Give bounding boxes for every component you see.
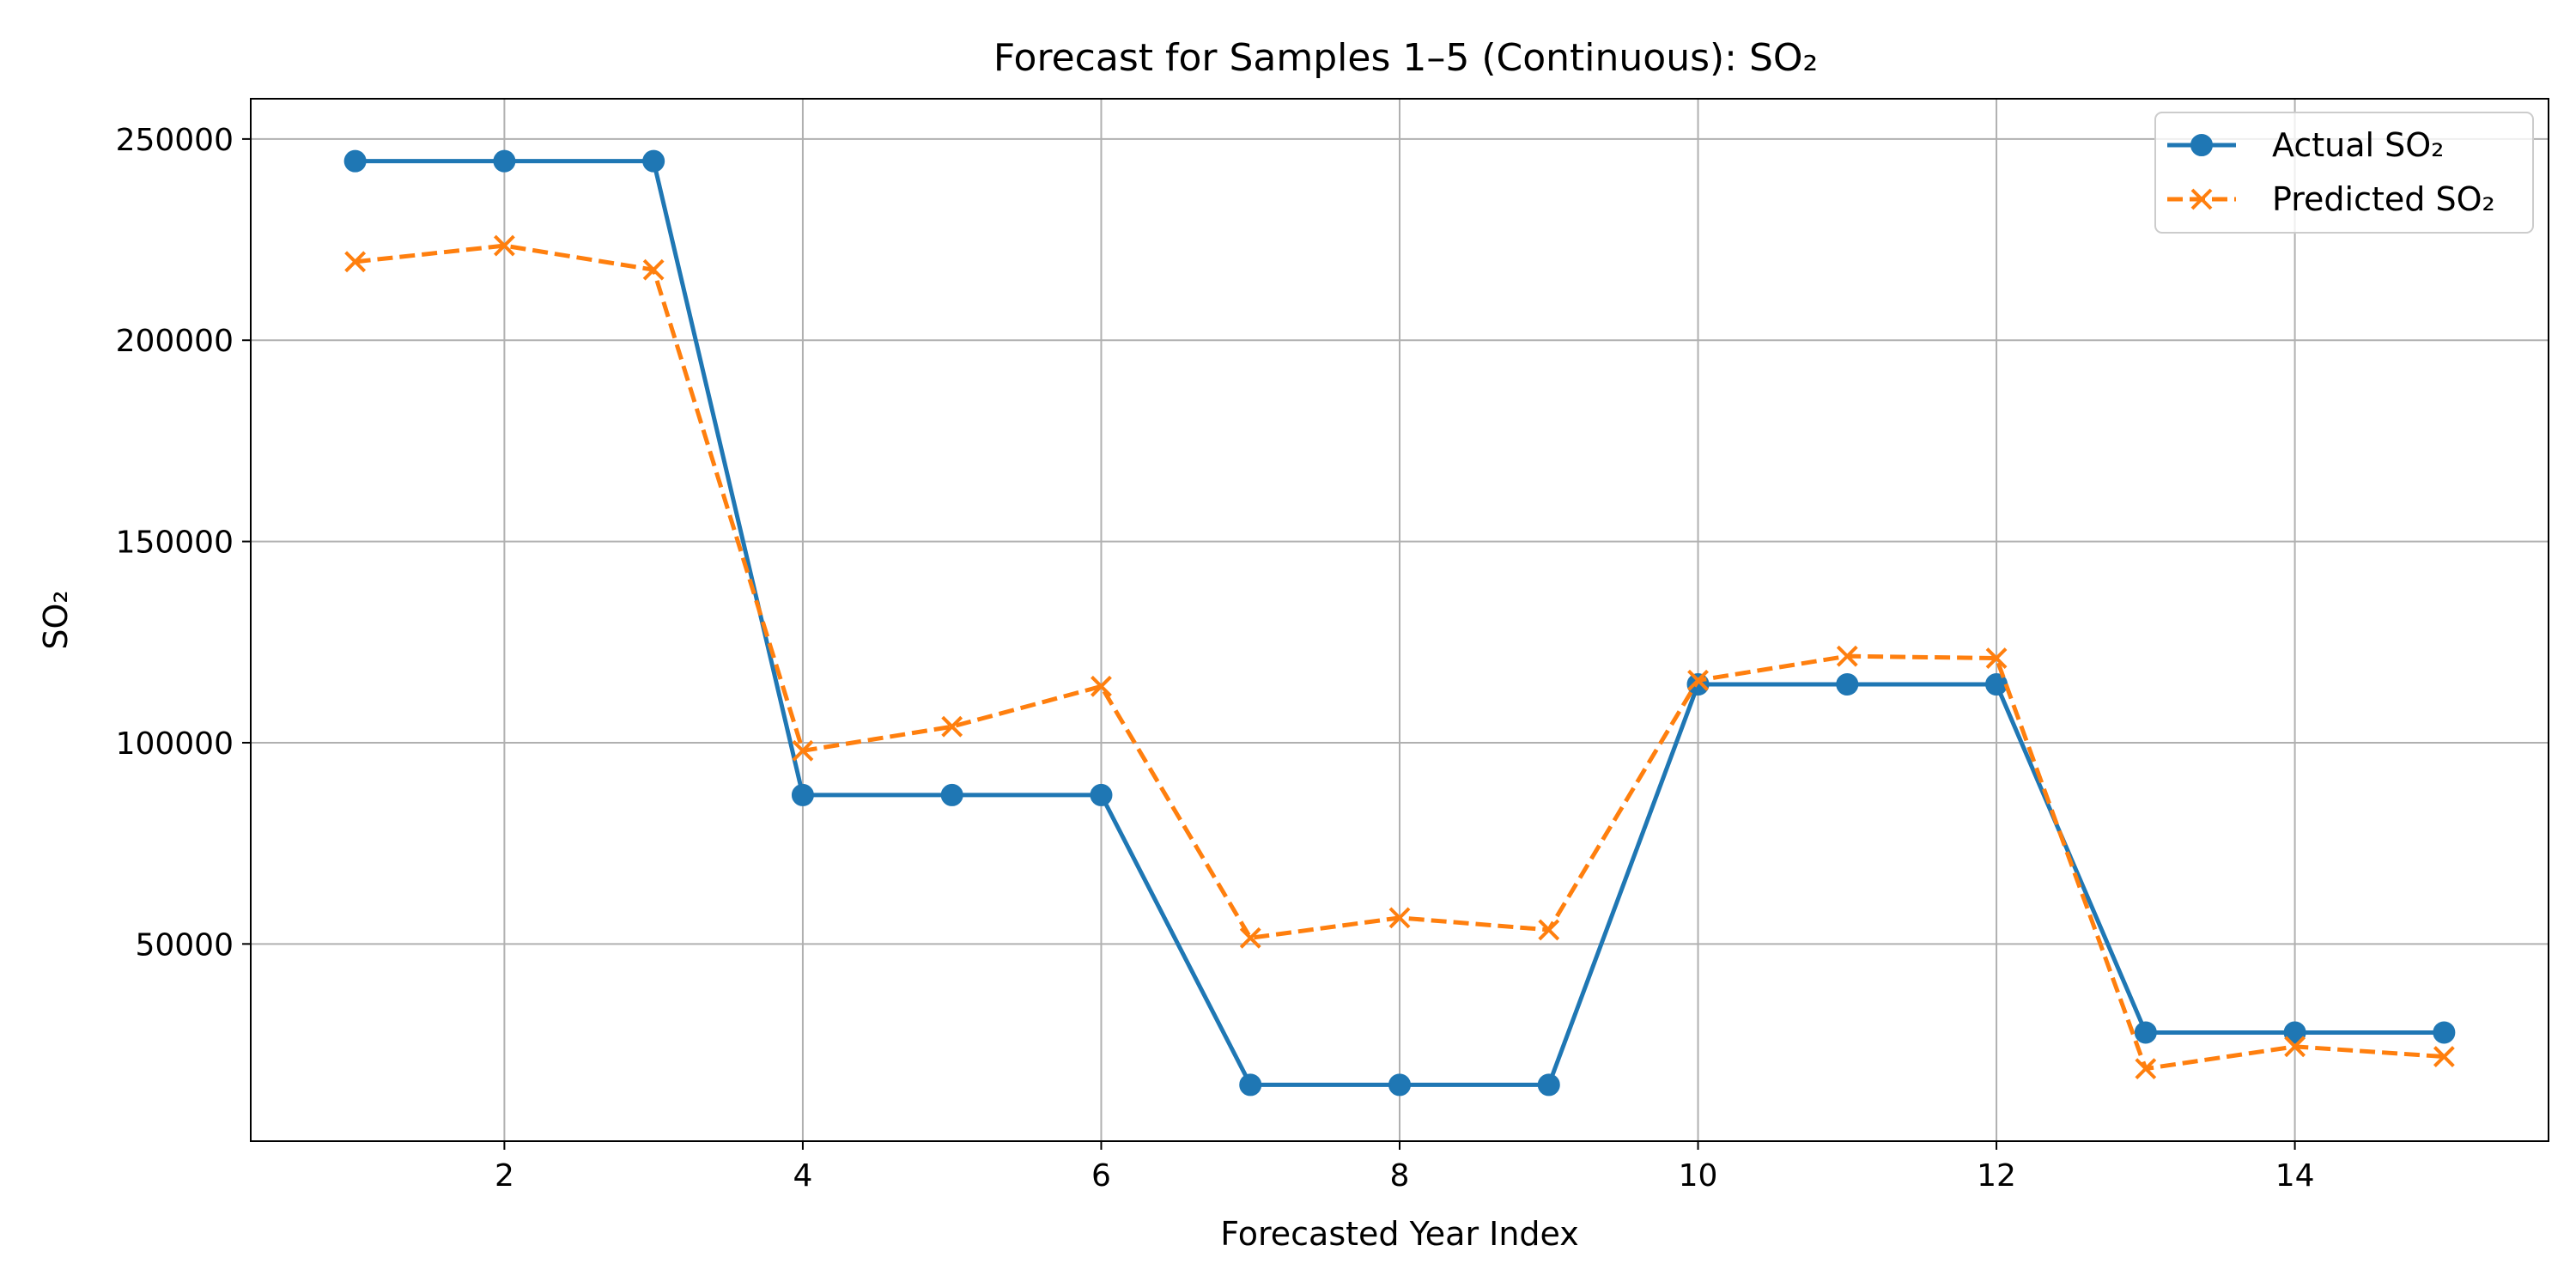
data-point: [2190, 134, 2213, 156]
data-point: [1537, 1073, 1560, 1097]
data-point: [493, 234, 515, 257]
data-point: [1091, 675, 1112, 697]
legend-label: Predicted SO₂: [2272, 180, 2495, 218]
y-axis-label: SO₂: [37, 590, 75, 649]
data-point: [642, 258, 665, 281]
data-point: [2433, 1021, 2456, 1044]
legend-box: [2154, 112, 2534, 234]
y-tick-label: 50000: [135, 927, 234, 963]
chart-title: Forecast for Samples 1–5 (Continuous): S…: [993, 36, 1818, 80]
data-point: [1538, 919, 1560, 941]
y-tick-label: 200000: [116, 324, 234, 359]
x-tick-label: 4: [793, 1158, 812, 1194]
data-point: [1388, 907, 1411, 929]
data-point: [1836, 672, 1859, 696]
y-tick-label: 150000: [116, 526, 234, 561]
x-tick-label: 6: [1091, 1158, 1111, 1194]
data-point: [941, 715, 963, 738]
data-point: [1090, 783, 1113, 806]
data-point: [940, 783, 963, 806]
data-point: [344, 251, 367, 273]
x-axis-label: Forecasted Year Index: [1220, 1215, 1579, 1253]
data-point: [2190, 188, 2213, 210]
grid: [251, 99, 2549, 1141]
x-tick-label: 2: [495, 1158, 514, 1194]
data-point: [1985, 647, 2008, 669]
data-point: [1836, 645, 1858, 667]
data-point: [2284, 1036, 2306, 1058]
legend-entry: Predicted SO₂: [2167, 180, 2495, 218]
data-point: [493, 149, 516, 173]
axis-ticks: 2 4 6 8 10 12 14 50000 100000 150000 200000 250000: [116, 123, 2315, 1194]
x-tick-label: 14: [2275, 1158, 2315, 1194]
data-point: [2134, 1021, 2157, 1044]
data-point: [791, 783, 814, 806]
legend-entry: Actual SO₂: [2167, 126, 2444, 164]
data-point: [2135, 1058, 2157, 1080]
x-tick-label: 10: [1679, 1158, 1718, 1194]
x-tick-label: 12: [1977, 1158, 2016, 1194]
data-point: [642, 149, 665, 173]
series-layer: [343, 149, 2456, 1097]
data-point: [343, 149, 367, 173]
x-tick-label: 8: [1390, 1158, 1410, 1194]
data-point: [1239, 1073, 1262, 1097]
legend: Actual SO₂ Predicted SO₂: [2154, 112, 2534, 234]
data-point: [1687, 669, 1709, 691]
legend-label: Actual SO₂: [2272, 126, 2444, 164]
y-tick-label: 100000: [116, 726, 234, 762]
data-point: [792, 739, 814, 762]
data-point: [2283, 1021, 2306, 1044]
y-tick-label: 250000: [116, 123, 234, 158]
series-group: [344, 234, 2455, 1080]
data-point: [2433, 1046, 2455, 1067]
series-group: [343, 149, 2456, 1097]
data-point: [1388, 1073, 1411, 1097]
data-point: [1239, 927, 1261, 949]
